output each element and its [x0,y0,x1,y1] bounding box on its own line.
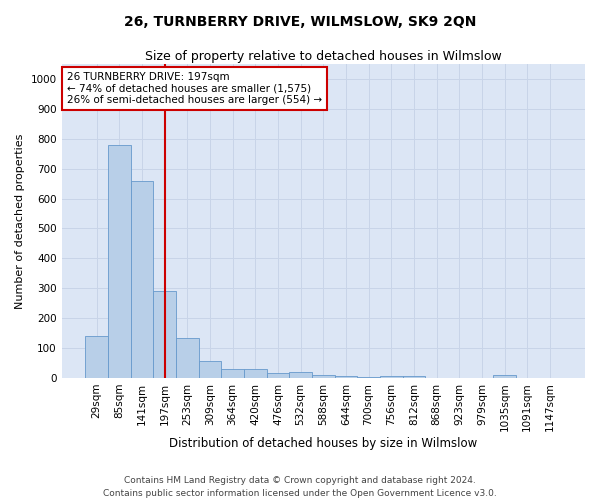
Bar [108,146,131,378]
Bar [266,373,289,378]
Bar [289,372,312,378]
Bar [221,369,244,378]
Bar [493,375,516,378]
X-axis label: Distribution of detached houses by size in Wilmslow: Distribution of detached houses by size … [169,437,478,450]
Bar [244,369,266,378]
Text: Contains HM Land Registry data © Crown copyright and database right 2024.
Contai: Contains HM Land Registry data © Crown c… [103,476,497,498]
Bar [380,376,403,378]
Bar [154,291,176,378]
Text: 26, TURNBERRY DRIVE, WILMSLOW, SK9 2QN: 26, TURNBERRY DRIVE, WILMSLOW, SK9 2QN [124,15,476,29]
Bar [85,336,108,378]
Bar [312,375,335,378]
Bar [199,361,221,378]
Title: Size of property relative to detached houses in Wilmslow: Size of property relative to detached ho… [145,50,502,63]
Bar [131,180,154,378]
Bar [335,376,357,378]
Y-axis label: Number of detached properties: Number of detached properties [15,134,25,308]
Bar [357,377,380,378]
Text: 26 TURNBERRY DRIVE: 197sqm
← 74% of detached houses are smaller (1,575)
26% of s: 26 TURNBERRY DRIVE: 197sqm ← 74% of deta… [67,72,322,105]
Bar [403,376,425,378]
Bar [176,338,199,378]
